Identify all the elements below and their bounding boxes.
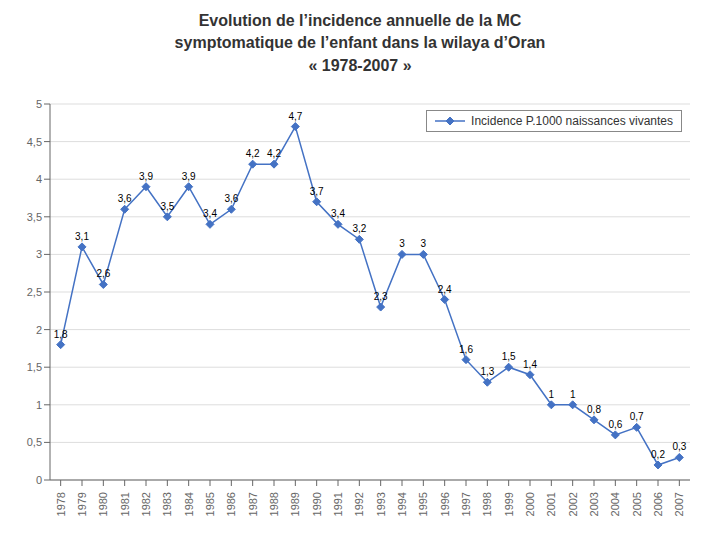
svg-text:1997: 1997 (460, 492, 472, 516)
svg-text:2: 2 (36, 324, 42, 336)
svg-text:1,3: 1,3 (480, 366, 494, 377)
svg-text:1,5: 1,5 (27, 361, 42, 373)
svg-text:1999: 1999 (503, 492, 515, 516)
svg-text:3,5: 3,5 (160, 201, 174, 212)
svg-text:1978: 1978 (55, 492, 67, 516)
svg-text:1981: 1981 (119, 492, 131, 516)
svg-text:1,4: 1,4 (523, 359, 537, 370)
svg-text:3,6: 3,6 (118, 193, 132, 204)
svg-text:1991: 1991 (332, 492, 344, 516)
svg-text:4,2: 4,2 (246, 148, 260, 159)
svg-text:3,6: 3,6 (224, 193, 238, 204)
svg-text:2000: 2000 (524, 492, 536, 516)
svg-text:2,6: 2,6 (96, 268, 110, 279)
svg-text:1988: 1988 (268, 492, 280, 516)
svg-text:1986: 1986 (225, 492, 237, 516)
svg-text:0,2: 0,2 (651, 449, 665, 460)
svg-text:1994: 1994 (396, 492, 408, 516)
svg-text:2005: 2005 (631, 492, 643, 516)
svg-text:1984: 1984 (183, 492, 195, 516)
svg-text:1985: 1985 (204, 492, 216, 516)
svg-text:3,9: 3,9 (182, 171, 196, 182)
svg-text:1: 1 (36, 399, 42, 411)
svg-text:1982: 1982 (140, 492, 152, 516)
svg-text:2002: 2002 (567, 492, 579, 516)
svg-text:1,8: 1,8 (54, 329, 68, 340)
svg-text:1: 1 (570, 389, 576, 400)
html-text:Incidence P.1000 naissances vi: Incidence P.1000 naissances vivantes (471, 114, 673, 128)
svg-text:1980: 1980 (97, 492, 109, 516)
svg-text:2,3: 2,3 (374, 291, 388, 302)
svg-text:1,5: 1,5 (502, 351, 516, 362)
svg-text:4,7: 4,7 (288, 111, 302, 122)
svg-text:2003: 2003 (588, 492, 600, 516)
svg-text:0,3: 0,3 (672, 441, 686, 452)
svg-text:1983: 1983 (161, 492, 173, 516)
svg-text:2007: 2007 (673, 492, 685, 516)
svg-text:3,1: 3,1 (75, 231, 89, 242)
svg-text:1,6: 1,6 (459, 344, 473, 355)
svg-text:2001: 2001 (545, 492, 557, 516)
svg-text:1992: 1992 (353, 492, 365, 516)
svg-text:0,7: 0,7 (630, 411, 644, 422)
html-text:Evolution de l’incidence annue: Evolution de l’incidence annuelle de la … (174, 12, 546, 74)
svg-text:5: 5 (36, 98, 42, 110)
svg-text:2,5: 2,5 (27, 286, 42, 298)
svg-text:3,9: 3,9 (139, 171, 153, 182)
svg-text:0,5: 0,5 (27, 436, 42, 448)
svg-text:3: 3 (399, 238, 405, 249)
svg-text:1998: 1998 (481, 492, 493, 516)
svg-text:3: 3 (421, 238, 427, 249)
svg-text:0,8: 0,8 (587, 404, 601, 415)
svg-text:2004: 2004 (609, 492, 621, 516)
svg-text:1: 1 (549, 389, 555, 400)
svg-text:1979: 1979 (76, 492, 88, 516)
svg-text:3: 3 (36, 248, 42, 260)
svg-text:3,7: 3,7 (310, 186, 324, 197)
svg-text:3,2: 3,2 (352, 223, 366, 234)
svg-text:1993: 1993 (375, 492, 387, 516)
svg-text:1996: 1996 (439, 492, 451, 516)
svg-text:1987: 1987 (247, 492, 259, 516)
svg-text:4: 4 (36, 173, 42, 185)
svg-text:3,4: 3,4 (203, 208, 217, 219)
svg-text:3,5: 3,5 (27, 211, 42, 223)
svg-text:4,2: 4,2 (267, 148, 281, 159)
svg-text:1990: 1990 (311, 492, 323, 516)
svg-text:0: 0 (36, 474, 42, 486)
svg-text:3,4: 3,4 (331, 208, 345, 219)
svg-text:4,5: 4,5 (27, 136, 42, 148)
svg-text:0,6: 0,6 (608, 419, 622, 430)
svg-text:1995: 1995 (417, 492, 429, 516)
svg-text:1989: 1989 (289, 492, 301, 516)
svg-text:2,4: 2,4 (438, 284, 452, 295)
svg-text:2006: 2006 (652, 492, 664, 516)
